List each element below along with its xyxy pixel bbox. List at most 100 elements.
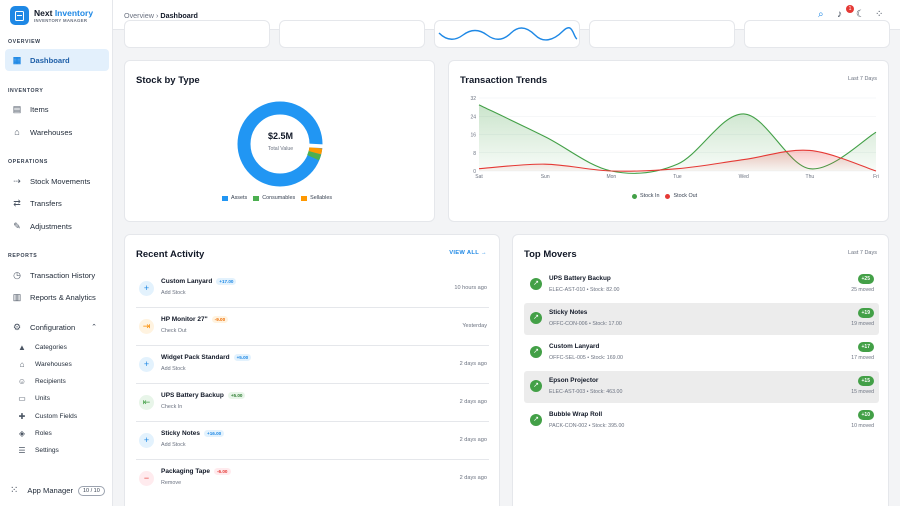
donut-slice-assets xyxy=(237,101,323,187)
trending-up-icon: ↗ xyxy=(530,380,542,392)
mover-row[interactable]: ↗ Sticky Notes OFFC-CON-006 • Stock: 17.00… xyxy=(524,303,879,335)
activity-type: Check Out xyxy=(161,328,187,334)
legend-swatch-consumables xyxy=(253,195,260,201)
x-tick-label: Fri xyxy=(873,174,879,180)
mover-row[interactable]: ↗ Custom Lanyard OFFC-SEL-005 • Stock: 169… xyxy=(524,337,879,369)
section-overview: OVERVIEW xyxy=(8,39,41,45)
dark-mode-icon[interactable]: ☾ xyxy=(856,9,865,20)
legend-swatch-stock-in xyxy=(632,193,637,199)
activity-row[interactable]: ⇥ HP Monitor 27" -9.00 Check Out Yesterday xyxy=(136,308,489,346)
activity-row[interactable]: + Widget Pack Standard +5.00 Add Stock 2 day… xyxy=(136,346,489,384)
activity-row[interactable]: ⇤ UPS Battery Backup +5.00 Check In 2 days a… xyxy=(136,384,489,422)
sidebar-item-stock-movements[interactable]: ⇢ Stock Movements xyxy=(5,170,109,192)
breadcrumb-current: Dashboard xyxy=(160,11,198,20)
x-tick-label: Sat xyxy=(475,174,483,180)
activity-time: 2 days ago xyxy=(459,361,487,367)
activity-type: Add Stock xyxy=(161,442,186,448)
sidebar-item-label: Dashboard xyxy=(30,55,70,65)
sidebar-sub-custom-fields[interactable]: ✚ Custom Fields xyxy=(17,409,78,423)
movement-icon: ⇢ xyxy=(13,175,21,186)
activity-row[interactable]: + Sticky Notes +16.00 Add Stock 2 days ago xyxy=(136,422,489,460)
activity-row[interactable]: + Custom Lanyard +17.00 Add Stock 10 hours a… xyxy=(136,270,489,308)
legend-stock-out: Stock Out xyxy=(673,193,698,199)
activity-delta: -6.00 xyxy=(214,468,231,475)
x-tick-label: Thu xyxy=(806,174,815,180)
inventory-box-icon: ▤ xyxy=(12,103,22,114)
view-all-link[interactable]: VIEW ALL → xyxy=(449,250,487,256)
mover-chip: +17 xyxy=(857,342,874,352)
bell-icon[interactable]: ♪ xyxy=(837,9,842,20)
stat-card xyxy=(279,20,425,48)
sidebar-item-configuration[interactable]: ⚙ Configuration ⌃ xyxy=(5,316,109,338)
activity-row[interactable]: − Packaging Tape -6.00 Remove 2 days ago xyxy=(136,460,489,498)
sidebar-sub-recipients[interactable]: ☺ Recipients xyxy=(17,374,66,388)
mover-name: Sticky Notes xyxy=(549,309,588,316)
mover-chip: +19 xyxy=(857,308,874,318)
total-value: $2.5M xyxy=(267,131,293,141)
sidebar-sub-label: Units xyxy=(35,394,51,402)
activity-name: Custom Lanyard +17.00 xyxy=(161,278,237,285)
activity-name: Sticky Notes +16.00 xyxy=(161,430,225,437)
mover-name: Epson Projector xyxy=(549,377,599,384)
mover-name: Custom Lanyard xyxy=(549,343,600,350)
sidebar-item-transaction-history[interactable]: ◷ Transaction History xyxy=(5,264,109,286)
view-all-label: VIEW ALL xyxy=(449,250,479,256)
app-manager-button[interactable]: ⁙ App Manager 10 / 10 xyxy=(10,485,105,496)
warehouse-icon: ⌂ xyxy=(19,359,25,369)
stock-by-type-card: Stock by Type $2.5M Total Value Assets C… xyxy=(124,60,435,222)
trending-up-icon: ↗ xyxy=(530,414,542,426)
activity-delta: +5.00 xyxy=(233,354,252,361)
sidebar-item-reports-analytics[interactable]: ▥ Reports & Analytics xyxy=(5,286,109,308)
sidebar-sub-roles[interactable]: ◈ Roles xyxy=(17,426,52,440)
mover-name: Bubble Wrap Roll xyxy=(549,411,603,418)
y-tick-label: 32 xyxy=(470,96,476,102)
y-tick-label: 16 xyxy=(470,133,476,139)
activity-item-name: Custom Lanyard xyxy=(161,278,213,285)
shield-icon: ◈ xyxy=(18,428,26,438)
activity-time: 2 days ago xyxy=(459,399,487,405)
mover-name: UPS Battery Backup xyxy=(549,275,611,282)
transfer-icon: ⇄ xyxy=(13,197,21,208)
mover-meta: OFFC-CON-006 • Stock: 17.00 xyxy=(549,321,622,327)
sidebar-item-dashboard[interactable]: ▦ Dashboard xyxy=(5,49,109,71)
arrow-right-icon: → xyxy=(480,250,487,256)
activity-name: HP Monitor 27" -9.00 xyxy=(161,316,229,323)
recent-activity-card: Recent Activity VIEW ALL → + Custom Lanya… xyxy=(124,234,500,506)
more-icon[interactable]: ⁘ xyxy=(875,9,884,20)
mover-row[interactable]: ↗ Epson Projector ELEC-AST-003 • Stock: 46… xyxy=(524,371,879,403)
sidebar-sub-categories[interactable]: ▲ Categories xyxy=(17,340,67,354)
sliders-icon: ☰ xyxy=(18,445,26,455)
sidebar-item-label: Adjustments xyxy=(30,221,72,231)
sidebar-sub-label: Custom Fields xyxy=(35,412,78,420)
breadcrumb-root[interactable]: Overview xyxy=(124,11,154,20)
chevron-up-icon[interactable]: ⌃ xyxy=(91,324,97,331)
transaction-trends-card: Transaction Trends Last 7 Days 0 8 16 24 32 S… xyxy=(448,60,889,222)
mover-moved: 10 moved xyxy=(851,423,874,429)
brand[interactable]: Next Inventory INVENTORY MANAGER xyxy=(10,6,93,25)
sidebar-item-label: Reports & Analytics xyxy=(30,292,96,302)
activity-time: 2 days ago xyxy=(459,475,487,481)
sidebar-sub-units[interactable]: ▭ Units xyxy=(17,391,50,405)
mover-meta: ELEC-AST-003 • Stock: 463.00 xyxy=(549,389,623,395)
sidebar-item-items[interactable]: ▤ Items xyxy=(5,98,109,120)
sidebar-item-adjustments[interactable]: ✎ Adjustments xyxy=(5,215,109,237)
search-icon[interactable]: ⌕ xyxy=(818,9,824,20)
legend-swatch-sellables xyxy=(301,195,308,201)
warehouse-icon: ⌂ xyxy=(14,127,20,137)
sidebar-sub-warehouses[interactable]: ⌂ Warehouses xyxy=(17,357,72,371)
mover-meta: OFFC-SEL-005 • Stock: 169.00 xyxy=(549,355,623,361)
donut-slice-sellables xyxy=(308,146,323,155)
dashboard-icon: ▦ xyxy=(12,54,22,65)
x-tick-label: Wed xyxy=(739,174,749,180)
grid-icon: ⁙ xyxy=(10,485,19,496)
mover-meta: PACK-CON-002 • Stock: 395.00 xyxy=(549,423,625,429)
mover-row[interactable]: ↗ Bubble Wrap Roll PACK-CON-002 • Stock: 3… xyxy=(524,405,879,437)
sidebar-item-transfers[interactable]: ⇄ Transfers xyxy=(5,192,109,214)
gear-icon: ⚙ xyxy=(12,321,22,332)
mover-row[interactable]: ↗ UPS Battery Backup ELEC-AST-010 • Stock:… xyxy=(524,269,879,301)
y-tick-label: 24 xyxy=(470,114,476,120)
mover-chip: +10 xyxy=(857,410,874,420)
sidebar-sub-settings[interactable]: ☰ Settings xyxy=(17,443,58,457)
sidebar-item-warehouses[interactable]: ⌂ Warehouses xyxy=(5,121,109,143)
